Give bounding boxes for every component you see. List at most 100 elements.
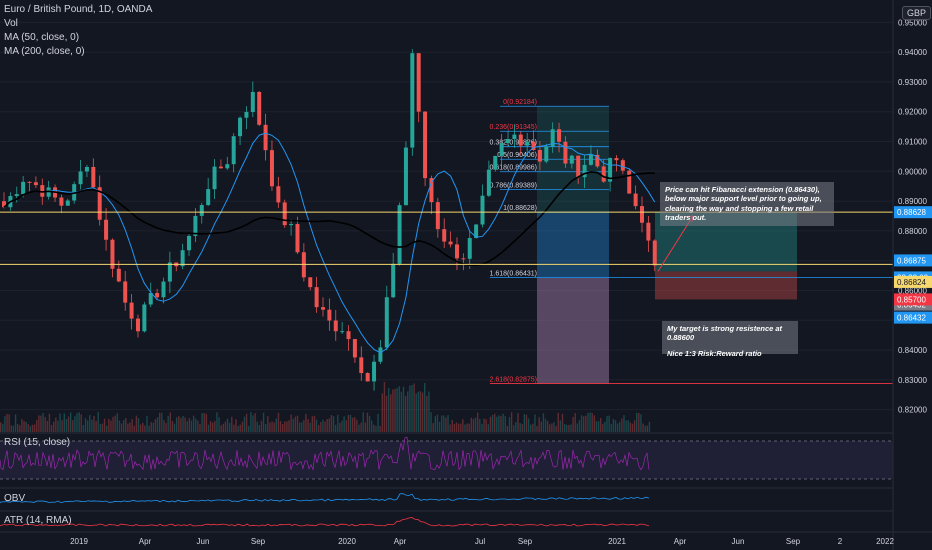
candle-body: [129, 302, 134, 319]
volume-bar: [557, 412, 559, 432]
volume-bar: [279, 421, 282, 432]
ma50-legend: MA (50, close, 0): [4, 32, 80, 43]
volume-bar: [602, 423, 604, 432]
volume-bar: [53, 421, 55, 432]
candle-body: [212, 166, 217, 190]
volume-bar: [16, 423, 19, 432]
price-label: 0.88628: [897, 208, 926, 217]
volume-bar: [80, 414, 82, 432]
candle-body: [21, 181, 26, 195]
volume-bar: [424, 383, 426, 432]
candle-body: [148, 293, 153, 305]
candle-body: [257, 91, 262, 125]
candle-body: [627, 170, 632, 194]
volume-bar: [142, 422, 144, 432]
price-label-bg: [894, 206, 932, 219]
volume-bar: [301, 422, 303, 432]
volume-bar: [76, 413, 78, 432]
volume-bar: [366, 412, 369, 432]
volume-bar: [178, 416, 180, 432]
volume-bar: [275, 418, 277, 432]
volume-bar: [413, 383, 415, 432]
candle-body: [123, 281, 128, 303]
volume-bar: [589, 412, 591, 432]
rsi-line: [0, 436, 650, 471]
volume-bar: [610, 424, 612, 432]
volume-bar: [334, 424, 337, 432]
candle-body: [467, 238, 472, 259]
volume-bar: [159, 412, 161, 432]
volume-bar: [519, 423, 521, 432]
volume-bar: [532, 423, 534, 432]
volume-bar: [498, 415, 500, 432]
atr-line: [0, 517, 650, 527]
volume-bar: [347, 414, 350, 432]
candle-body: [269, 150, 274, 187]
volume-bar: [551, 423, 553, 432]
volume-bar: [481, 423, 483, 432]
volume-bar: [392, 389, 394, 432]
volume-bar: [303, 419, 305, 432]
volume-bar: [195, 418, 197, 432]
volume-bar: [93, 415, 95, 432]
candle-body: [633, 193, 638, 207]
volume-bar: [390, 394, 392, 432]
candle-body: [340, 331, 345, 333]
candle-body: [550, 129, 555, 147]
candle-body: [493, 155, 498, 170]
volume-bar: [627, 420, 629, 432]
volume-bar: [629, 422, 632, 432]
volume-bar: [4, 416, 6, 432]
time-tick: Sep: [518, 537, 533, 546]
candle-body: [155, 293, 160, 298]
volume-bar: [99, 423, 102, 432]
volume-bar: [477, 412, 479, 432]
volume-bar: [508, 417, 511, 432]
candle-body: [91, 166, 96, 188]
time-tick: Apr: [394, 537, 407, 546]
volume-bar: [349, 414, 352, 432]
candle-body: [582, 164, 587, 178]
volume-bar: [265, 423, 267, 432]
volume-bar: [42, 412, 44, 432]
volume-bar: [220, 425, 222, 432]
volume-bar: [409, 385, 411, 432]
volume-bar: [10, 425, 12, 432]
volume-bar: [502, 413, 504, 432]
candle-body: [544, 146, 549, 162]
volume-bar: [517, 413, 519, 432]
volume-bar: [207, 424, 210, 432]
price-label-bg: [894, 293, 932, 306]
candle-body: [525, 141, 530, 146]
time-tick: Sep: [251, 537, 266, 546]
volume-bar: [254, 413, 256, 432]
volume-bar: [222, 423, 224, 432]
currency-button[interactable]: GBP: [902, 6, 932, 20]
target-note-line1: My target is strong resistence at 0.8860…: [667, 324, 783, 343]
volume-bar: [322, 419, 324, 432]
candle-body: [608, 158, 613, 182]
volume-bar: [292, 418, 294, 432]
candle-body: [180, 250, 185, 267]
symbol-title: Euro / British Pound, 1D, OANDA: [4, 4, 153, 15]
volume-bar: [638, 412, 640, 432]
price-label-bg: [894, 275, 932, 288]
price-tick: 0.95000: [898, 18, 927, 27]
time-tick: 2: [838, 537, 843, 546]
volume-bar: [527, 418, 530, 432]
price-tick: 0.94000: [898, 48, 927, 57]
volume-bar: [245, 413, 248, 432]
price-tick: 0.91000: [898, 138, 927, 147]
fib-zone-blue: [537, 212, 609, 384]
volume-bar: [311, 416, 314, 432]
volume-bar: [432, 423, 434, 432]
candle-body: [321, 307, 325, 310]
volume-bar: [587, 412, 589, 432]
volume-bar: [371, 420, 373, 432]
candle-body: [372, 361, 377, 382]
candle-body: [506, 139, 511, 144]
volume-bar: [646, 425, 648, 432]
ma200-legend: MA (200, close, 0): [4, 46, 85, 57]
volume-bar: [152, 422, 155, 432]
